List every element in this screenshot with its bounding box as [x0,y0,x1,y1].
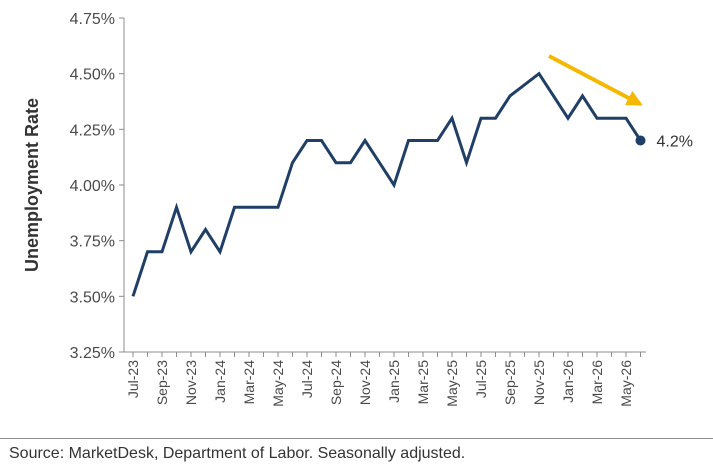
y-axis-label: Unemployment Rate [22,98,42,272]
y-tick-label: 4.25% [70,122,115,139]
x-tick-label: Mar-26 [589,360,605,405]
source-note: Source: MarketDesk, Department of Labor.… [9,445,466,462]
y-tick-label: 4.50% [70,67,115,84]
x-tick-label: Nov-24 [357,360,373,405]
y-tick-label: 4.00% [70,178,115,195]
x-tick-label: May-24 [270,360,286,407]
series-group [131,71,646,297]
end-value-label: 4.2% [657,133,693,150]
y-tick-label: 4.75% [70,11,115,28]
x-tick-label: Sep-23 [154,360,170,405]
y-tick-labels: 3.25% 3.50% 3.75% 4.00% 4.25% 4.50% 4.75% [70,11,124,362]
last-point-marker [635,135,646,146]
unemployment-line-chart: 3.25% 3.50% 3.75% 4.00% 4.25% 4.50% 4.75% Jul-… [22,11,693,407]
y-tick-label: 3.75% [70,234,115,251]
series-line [131,71,642,297]
x-tick-label: Sep-25 [502,360,518,405]
x-tick-label: Jul-25 [473,360,489,398]
x-tick-label: Jul-24 [299,360,315,398]
x-tick-label: Mar-24 [241,360,257,405]
x-tick-label: May-25 [444,360,460,407]
source-divider [0,438,713,439]
x-tick-label: Jan-26 [560,360,576,403]
y-tick-label: 3.50% [70,289,115,306]
x-tick-label: Jan-24 [212,360,228,403]
x-tick-label: Nov-23 [183,360,199,405]
x-tick-label: Mar-25 [415,360,431,405]
x-tick-label: Jan-25 [386,360,402,403]
x-tick-label: Jul-23 [125,360,141,398]
y-tick-label: 3.25% [70,345,115,362]
x-tick-label: Nov-25 [531,360,547,405]
trend-arrow [548,54,643,106]
x-tick-labels: Jul-23 Sep-23 Nov-23 Jan-24 Mar-24 May-24 Jul-… [125,352,641,407]
x-tick-label: Sep-24 [328,360,344,405]
x-tick-label: May-26 [618,360,634,407]
